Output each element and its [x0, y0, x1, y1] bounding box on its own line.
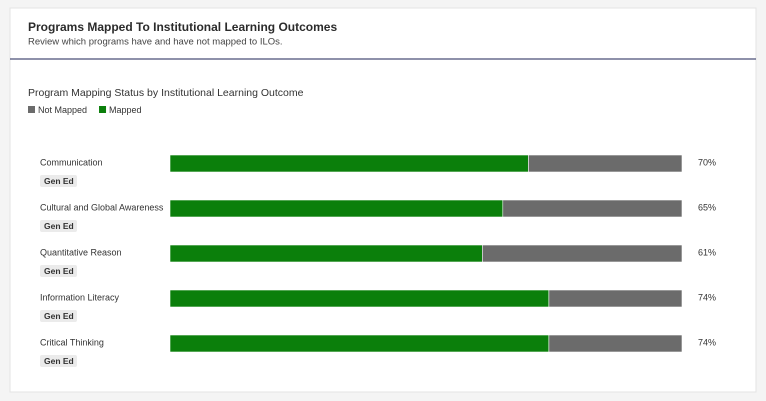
bar-segment — [482, 244, 683, 263]
tag: Gen Ed — [44, 221, 74, 231]
legend-swatch — [28, 106, 35, 113]
card-title: Programs Mapped To Institutional Learnin… — [28, 20, 337, 34]
value-label: 74% — [698, 337, 716, 347]
value-label: 61% — [698, 247, 716, 257]
tag-bg — [40, 265, 77, 277]
value-label: 74% — [698, 292, 716, 302]
value-label: 65% — [698, 202, 716, 212]
tag-bg — [40, 175, 77, 187]
tag: Gen Ed — [44, 356, 74, 366]
category-label: Critical Thinking — [40, 337, 104, 347]
tag: Gen Ed — [44, 311, 74, 321]
bar-segment — [502, 199, 683, 218]
tag-bg — [40, 220, 77, 232]
bar-segment — [169, 334, 550, 353]
tag-bg — [40, 310, 77, 322]
legend-label: Not Mapped — [38, 105, 87, 115]
bar-segment — [528, 154, 683, 173]
category-label: Communication — [40, 157, 103, 167]
chart-title: Program Mapping Status by Institutional … — [28, 87, 304, 99]
value-label: 70% — [698, 157, 716, 167]
bar-segment — [169, 154, 529, 173]
bar-segment — [548, 334, 683, 353]
category-label: Quantitative Reason — [40, 247, 122, 257]
card-subtitle: Review which programs have and have not … — [28, 37, 283, 48]
category-label: Information Literacy — [40, 292, 120, 302]
legend-label: Mapped — [109, 105, 142, 115]
bar-segment — [169, 199, 504, 218]
tag: Gen Ed — [44, 266, 74, 276]
bar-segment — [169, 244, 483, 263]
bar-segment — [169, 289, 550, 308]
tag: Gen Ed — [44, 176, 74, 186]
category-label: Cultural and Global Awareness — [40, 202, 164, 212]
legend-swatch — [99, 106, 107, 113]
tag-bg — [40, 355, 77, 367]
bar-segment — [548, 289, 683, 308]
